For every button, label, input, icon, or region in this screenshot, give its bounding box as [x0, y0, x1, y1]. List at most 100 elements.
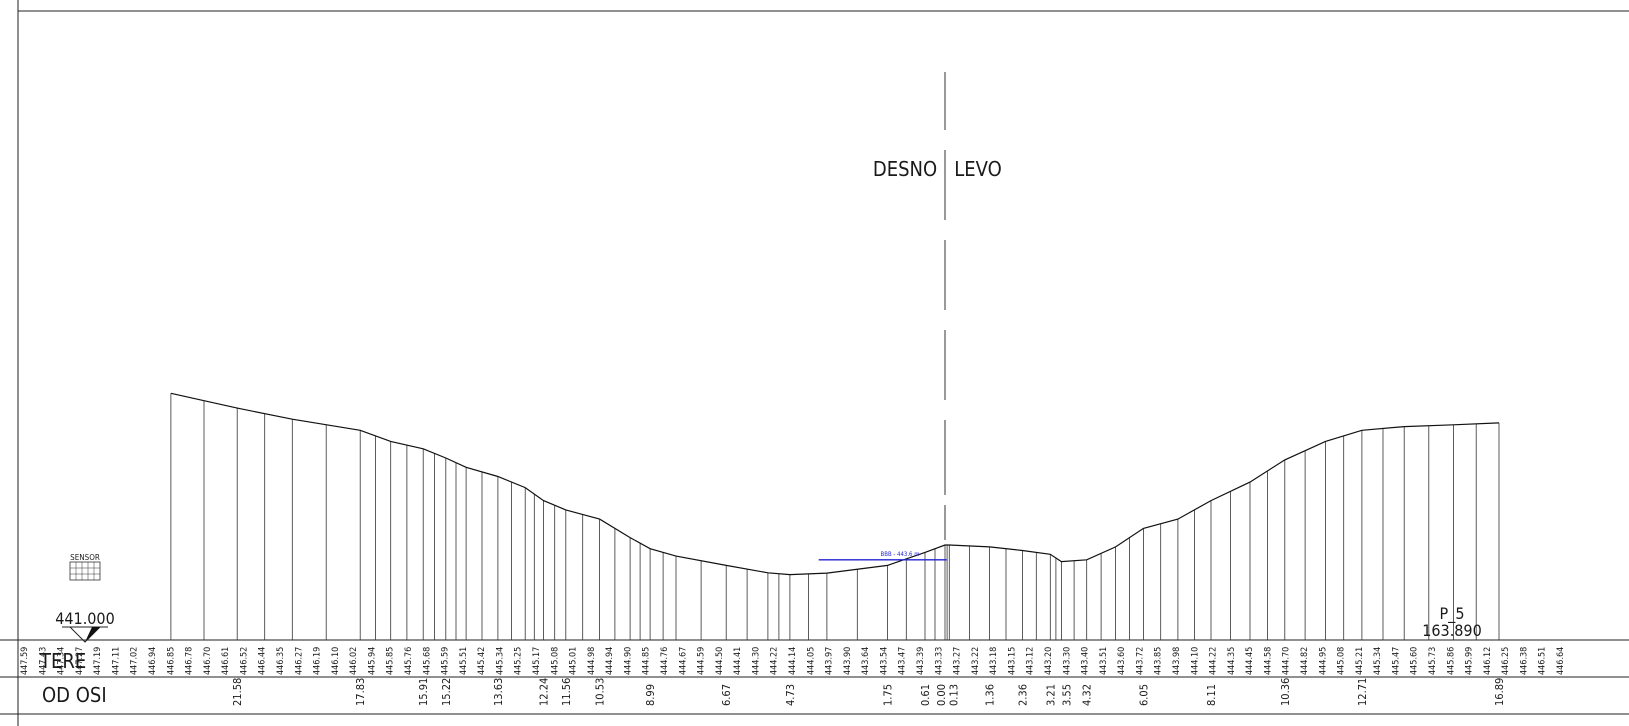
terrain-value-label: 445.86 [1446, 647, 1456, 675]
terrain-value-label: 444.85 [642, 647, 652, 675]
terrain-value-label: 444.67 [678, 647, 688, 675]
offset-value-label: 21.58 [231, 678, 244, 706]
terrain-value-label: 443.47 [898, 647, 908, 675]
terrain-value-label: 446.38 [1519, 647, 1529, 675]
terrain-value-label: 443.12 [1026, 647, 1036, 675]
terrain-value-label: 443.27 [953, 647, 963, 675]
offset-value-label: 2.36 [1016, 684, 1029, 706]
terrain-value-label: 446.27 [294, 647, 304, 675]
terrain-value-label: 447.59 [20, 647, 30, 675]
terrain-value-label: 445.73 [1428, 647, 1438, 675]
offset-value-label: 13.63 [492, 678, 505, 706]
datum-marker: 441.000 [55, 609, 115, 643]
terrain-value-label: 445.99 [1465, 647, 1475, 675]
terrain-value-label: 445.68 [422, 647, 432, 675]
terrain-value-label: 443.22 [971, 647, 981, 675]
terrain-value-label: 444.59 [697, 647, 707, 675]
terrain-value-label: 444.58 [1263, 647, 1273, 675]
offset-value-label: 12.24 [538, 678, 551, 706]
terrain-value-label: 443.30 [1062, 647, 1072, 675]
terrain-value-label: 445.51 [459, 647, 469, 675]
terrain-value-label: 444.82 [1300, 647, 1310, 675]
terrain-value-label: 445.76 [404, 647, 414, 675]
offset-value-label: 10.53 [594, 678, 607, 706]
terrain-value-label: 445.94 [367, 647, 377, 675]
terrain-value-label: 446.10 [331, 647, 341, 675]
terrain-value-label: 444.22 [1209, 647, 1219, 675]
terrain-value-label: 445.17 [532, 647, 542, 675]
row-title-terrain: TERE [39, 649, 86, 673]
offset-value-label: 4.32 [1081, 684, 1094, 706]
terrain-value-label: 446.94 [148, 647, 158, 675]
terrain-value-label: 443.20 [1044, 647, 1054, 675]
offset-value-label: 12.71 [1356, 678, 1369, 706]
terrain-value-label: 444.90 [623, 647, 633, 675]
terrain-value-label: 443.40 [1081, 647, 1091, 675]
water-level-label: ВВВ - 443.6 m [881, 551, 920, 558]
terrain-value-label: 443.64 [861, 647, 871, 675]
terrain-value-label: 445.34 [495, 647, 505, 675]
terrain-value-label: 447.34 [57, 647, 67, 675]
terrain-value-label: 443.60 [1117, 647, 1127, 675]
offset-value-label: 0.61 [919, 684, 932, 706]
terrain-value-label: 443.97 [825, 647, 835, 675]
terrain-value-label: 444.98 [587, 647, 597, 675]
offset-value-label: 4.73 [784, 684, 797, 706]
datum-triangle-fill [85, 627, 100, 642]
terrain-value-label: 444.05 [806, 647, 816, 675]
offset-distance-labels: 21.58 17.83 15.91 15.22 13.63 12.24 11.56 10.53… [231, 678, 1506, 706]
terrain-value-label: 443.90 [843, 647, 853, 675]
terrain-value-label: 444.30 [751, 647, 761, 675]
terrain-value-label: 445.60 [1410, 647, 1420, 675]
terrain-value-label: 443.54 [879, 647, 889, 675]
offset-value-label: 6.67 [720, 684, 733, 706]
terrain-value-label: 445.34 [1373, 647, 1383, 675]
terrain-value-label: 443.98 [1172, 647, 1182, 675]
terrain-value-label: 443.51 [1099, 647, 1109, 675]
terrain-value-label: 445.21 [1355, 647, 1365, 675]
profile-chainage: 163.890 [1422, 621, 1482, 640]
terrain-value-label: 446.61 [221, 647, 231, 675]
terrain-value-label: 445.08 [1337, 647, 1347, 675]
sensor-box [69, 561, 101, 581]
terrain-value-label: 444.22 [770, 647, 780, 675]
terrain-value-label: 446.70 [203, 647, 213, 675]
terrain-value-label: 444.95 [1318, 647, 1328, 675]
terrain-value-label: 447.27 [75, 647, 85, 675]
offset-value-label: 16.89 [1493, 678, 1506, 706]
terrain-value-label: 443.39 [916, 647, 926, 675]
terrain-value-label: 445.47 [1391, 647, 1401, 675]
offset-value-label: 3.55 [1060, 684, 1073, 706]
offset-value-label: 3.21 [1044, 684, 1057, 706]
terrain-value-label: 444.94 [605, 647, 615, 675]
sensor-grid [70, 562, 100, 580]
terrain-value-label: 446.12 [1483, 647, 1493, 675]
datum-elevation-label: 441.000 [55, 609, 115, 628]
offset-value-label: 15.91 [417, 678, 430, 706]
terrain-ordinates [170, 393, 1500, 640]
terrain-value-label: 446.85 [166, 647, 176, 675]
terrain-value-label: 445.08 [550, 647, 560, 675]
terrain-value-label: 443.33 [934, 647, 944, 675]
terrain-elevation-labels: 447.59 447.43 447.34 447.27 447.19 447.11 447.… [20, 647, 1566, 675]
terrain-value-label: 446.25 [1501, 647, 1511, 675]
terrain-value-label: 446.35 [276, 647, 286, 675]
terrain-value-label: 444.35 [1227, 647, 1237, 675]
terrain-value-label: 445.01 [569, 647, 579, 675]
offset-value-label: 0.00 [935, 684, 948, 706]
terrain-value-label: 447.02 [130, 647, 140, 675]
offset-value-label: 10.36 [1279, 678, 1292, 706]
offset-value-label: 8.11 [1205, 684, 1218, 706]
terrain-value-label: 446.52 [239, 647, 249, 675]
terrain-value-label: 447.43 [38, 647, 48, 675]
profile-name: P_5 [1439, 604, 1464, 624]
offset-value-label: 0.13 [947, 684, 960, 706]
row-title-offset: OD OSI [42, 683, 107, 707]
terrain-value-label: 446.19 [313, 647, 323, 675]
terrain-value-label: 446.02 [349, 647, 359, 675]
terrain-value-label: 447.19 [93, 647, 103, 675]
terrain-value-label: 446.44 [258, 647, 268, 675]
terrain-value-label: 445.85 [386, 647, 396, 675]
